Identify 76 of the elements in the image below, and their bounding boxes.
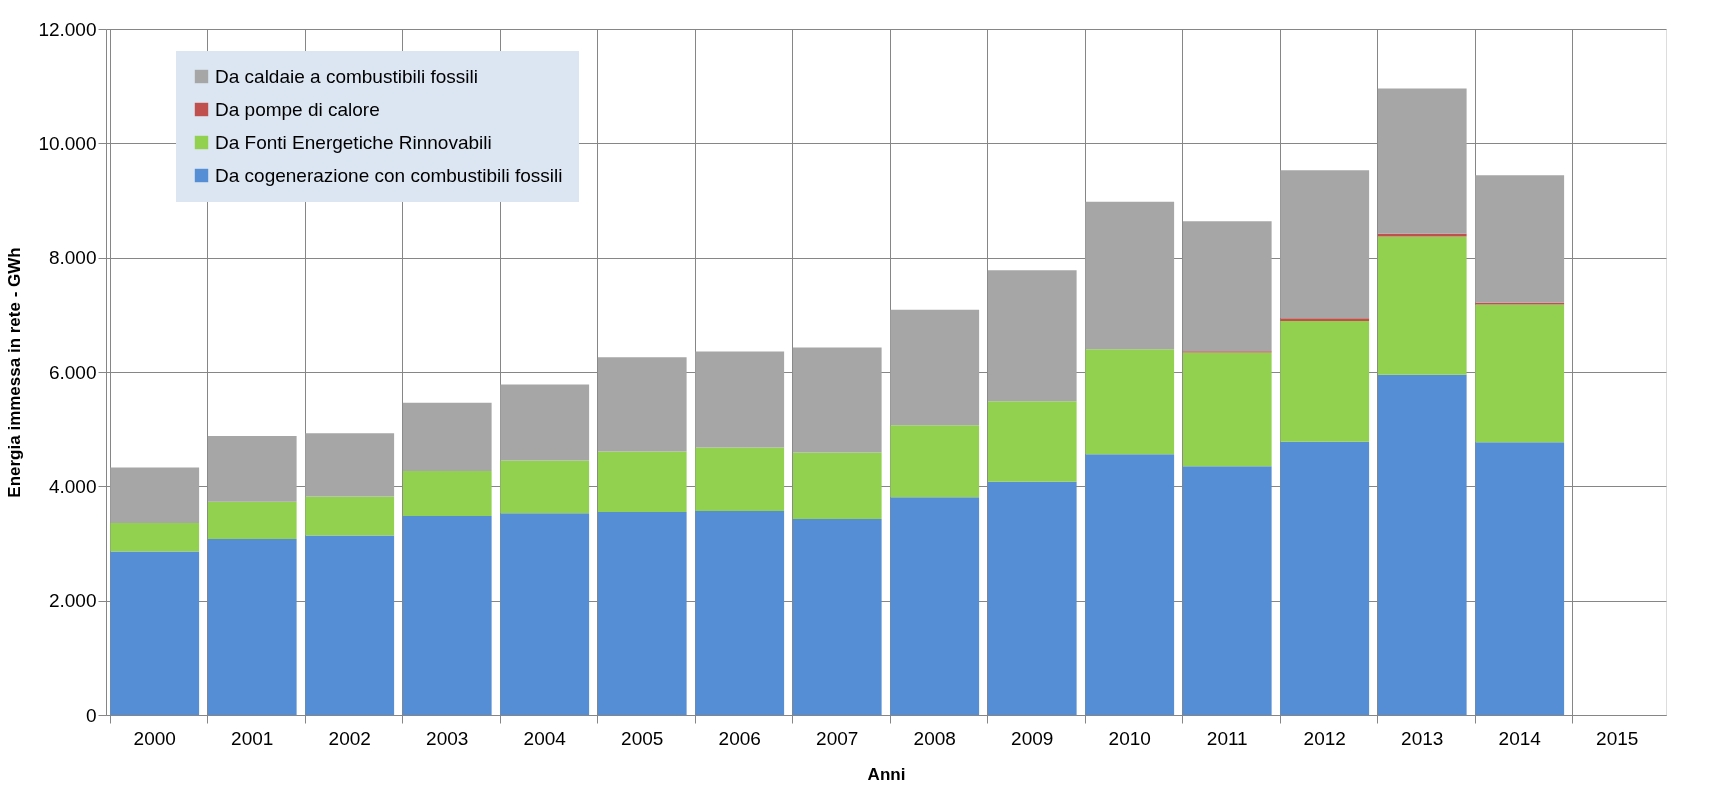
y-tick-label: 12.000	[38, 18, 97, 40]
bar	[500, 460, 590, 514]
bar	[1377, 233, 1467, 237]
bar	[1475, 304, 1565, 443]
bar	[695, 447, 785, 511]
x-tick-label: 2010	[1108, 727, 1151, 749]
bar	[207, 501, 297, 539]
x-tick-label: 2004	[523, 727, 567, 749]
y-tick-label: 10.000	[38, 132, 97, 154]
bar	[890, 309, 980, 426]
bar	[792, 347, 882, 453]
y-tick-label: 0	[85, 704, 97, 726]
y-tick-label: 2.000	[48, 590, 97, 612]
x-axis-title: Anni	[867, 764, 906, 784]
bar	[987, 401, 1077, 482]
bar	[1085, 454, 1175, 715]
bar	[500, 513, 590, 715]
x-tick-label: 2015	[1596, 727, 1639, 749]
bar	[110, 551, 200, 715]
bar	[1377, 236, 1467, 375]
x-tick-label: 2000	[133, 727, 176, 749]
x-tick-label: 2006	[718, 727, 761, 749]
x-tick-label: 2009	[1011, 727, 1054, 749]
bar	[597, 357, 687, 452]
bar	[1280, 441, 1370, 715]
x-tick-label: 2011	[1206, 727, 1248, 749]
y-tick-label: 6.000	[48, 361, 97, 383]
x-tick-label: 2007	[816, 727, 859, 749]
bar	[207, 538, 297, 715]
bar	[402, 516, 492, 715]
bar	[207, 436, 297, 502]
bar	[597, 512, 687, 715]
bar	[695, 351, 785, 448]
bar	[402, 402, 492, 471]
bar	[1280, 170, 1370, 319]
y-tick-label: 8.000	[48, 247, 97, 269]
bar	[305, 496, 395, 536]
bar	[1475, 442, 1565, 715]
bar	[792, 518, 882, 715]
legend-label: Da cogenerazione con combustibili fossili	[215, 164, 563, 186]
bar	[792, 452, 882, 519]
x-tick-label: 2008	[913, 727, 956, 749]
bar	[890, 497, 980, 715]
bar	[402, 470, 492, 517]
legend-label: Da caldaie a combustibili fossili	[215, 65, 478, 87]
x-tick-label: 2001	[231, 727, 274, 749]
x-tick-label: 2003	[426, 727, 469, 749]
bar	[305, 535, 395, 715]
bar	[305, 433, 395, 497]
bar	[1280, 318, 1370, 322]
legend-label: Da pompe di calore	[215, 98, 380, 120]
x-tick-label: 2002	[328, 727, 371, 749]
y-tick-label: 4.000	[48, 475, 97, 497]
bar	[1182, 466, 1272, 715]
bar	[1182, 221, 1272, 352]
bar	[1377, 88, 1467, 234]
bar	[987, 270, 1077, 402]
x-tick-label: 2014	[1498, 727, 1542, 749]
bar	[890, 425, 980, 498]
x-tick-label: 2013	[1401, 727, 1444, 749]
bar	[1475, 175, 1565, 303]
bar	[1085, 201, 1175, 350]
bar	[597, 451, 687, 513]
x-tick-label: 2005	[621, 727, 664, 749]
bar	[695, 510, 785, 715]
bar	[110, 467, 200, 523]
y-axis-title: Energia immessa in rete - GWh	[5, 247, 25, 498]
bar	[500, 384, 590, 461]
bar	[987, 481, 1077, 715]
bar	[1182, 352, 1272, 467]
bar	[1085, 349, 1175, 455]
bar	[110, 522, 200, 552]
x-tick-label: 2012	[1303, 727, 1346, 749]
bar	[1280, 321, 1370, 442]
bar	[1377, 374, 1467, 715]
legend-label: Da Fonti Energetiche Rinnovabili	[215, 131, 492, 153]
